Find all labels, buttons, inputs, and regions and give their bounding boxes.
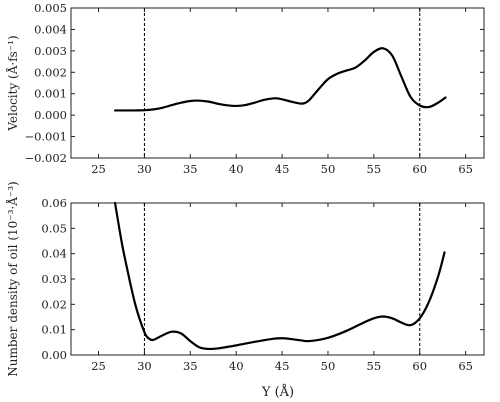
velocity-x-tick-label: 45 (275, 162, 290, 176)
density-x-tick-label: 60 (412, 359, 427, 373)
velocity-x-tick-label: 40 (229, 162, 244, 176)
velocity-x-tick-label: 55 (367, 162, 382, 176)
velocity-y-tick-label: 0.001 (34, 87, 67, 101)
velocity-y-axis-label: Velocity (Å·fs⁻¹) (5, 35, 20, 131)
velocity-x-tick-label: 65 (458, 162, 473, 176)
velocity-y-tick-label: 0.005 (34, 1, 67, 15)
density-axes: 25 30 35 40 45 50 55 60 65 0.00 0.01 0.02 0.03 0.04 0.… (41, 196, 484, 373)
density-y-tick-label: 0.02 (41, 297, 67, 311)
x-axis-label: Y (Å) (261, 384, 294, 400)
velocity-y-tick-label: 0.000 (34, 108, 67, 122)
velocity-x-tick-label: 30 (137, 162, 152, 176)
velocity-axes: 25 30 35 40 45 50 55 60 65 −0.002 −0.001 0.000 0.001… (24, 1, 484, 176)
density-x-tick-label: 25 (91, 359, 106, 373)
density-x-tick-label: 65 (458, 359, 473, 373)
density-x-tick-label: 55 (367, 359, 382, 373)
density-y-tick-label: 0.05 (41, 221, 67, 235)
density-y-tick-label: 0.00 (41, 348, 67, 362)
velocity-panel: 25 30 35 40 45 50 55 60 65 −0.002 −0.001 0.000 0.001… (5, 1, 485, 176)
density-y-tick-label: 0.04 (41, 247, 67, 261)
density-y-tick-label: 0.03 (41, 272, 67, 286)
velocity-x-tick-label: 25 (91, 162, 106, 176)
density-x-tick-label: 35 (183, 359, 198, 373)
density-panel: 25 30 35 40 45 50 55 60 65 0.00 0.01 0.02 0.03 0.04 0.… (5, 181, 485, 400)
density-x-tick-label: 30 (137, 359, 152, 373)
density-x-tick-label: 40 (229, 359, 244, 373)
velocity-series-line (113, 47, 447, 112)
velocity-y-tick-label: −0.002 (24, 151, 67, 165)
velocity-y-tick-label: 0.003 (34, 44, 67, 58)
density-x-tick-label: 50 (321, 359, 336, 373)
density-y-tick-label: 0.06 (41, 196, 67, 210)
density-y-tick-label: 0.01 (41, 323, 67, 337)
density-plot-frame (70, 202, 485, 356)
velocity-y-tick-label: 0.002 (34, 65, 67, 79)
velocity-plot-frame (70, 7, 485, 159)
velocity-y-tick-label: −0.001 (24, 130, 67, 144)
density-series-line (113, 201, 446, 351)
velocity-x-tick-label: 50 (321, 162, 336, 176)
density-y-axis-label: Number density of oil (10⁻³·Å⁻³) (5, 181, 20, 376)
velocity-x-tick-label: 35 (183, 162, 198, 176)
density-x-tick-label: 45 (275, 359, 290, 373)
velocity-y-tick-label: 0.004 (34, 22, 67, 36)
velocity-x-tick-label: 60 (412, 162, 427, 176)
